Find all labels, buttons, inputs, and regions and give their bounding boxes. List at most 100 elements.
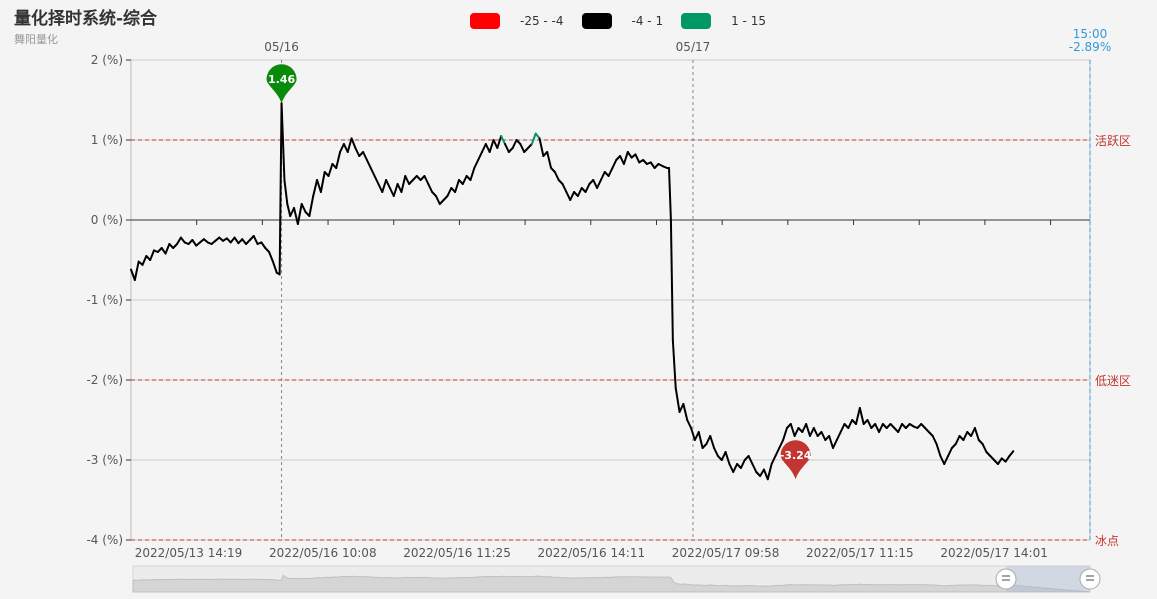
series-segment: [280, 102, 286, 181]
y-tick-label: 2 (%): [91, 53, 123, 67]
x-tick-label: 2022/05/13 14:19: [135, 546, 243, 560]
series-segment: [962, 431, 969, 441]
series-segment: [774, 447, 781, 457]
series-segment: [252, 235, 259, 245]
series-segment: [377, 183, 384, 193]
series-segment: [981, 443, 988, 453]
legend-label-green: 1 - 15: [731, 14, 766, 28]
zone-label: 活跃区: [1095, 134, 1131, 148]
mark-pin-max[interactable]: [266, 64, 297, 104]
series-segment: [296, 203, 303, 225]
series-segment: [576, 187, 583, 197]
series-segment: [855, 407, 861, 425]
series-segment: [611, 159, 618, 169]
page-title: 量化择时系统-综合: [14, 9, 158, 29]
series-segment: [400, 175, 407, 193]
series-segment: [739, 459, 746, 469]
series-segment: [511, 139, 518, 149]
series-segment: [801, 423, 808, 433]
series-segment: [622, 151, 629, 165]
series-segment: [260, 241, 267, 249]
series-segment: [747, 455, 754, 465]
series-segment: [300, 203, 307, 213]
x-tick-label: 2022/05/17 11:15: [806, 546, 914, 560]
x-tick-label: 2022/05/16 11:25: [403, 546, 511, 560]
y-tick-label: -4 (%): [86, 533, 123, 547]
zoom-handle-right[interactable]: [1079, 568, 1101, 590]
mark-pin-min[interactable]: [780, 440, 811, 480]
series-segment: [897, 423, 904, 433]
series-segment: [312, 179, 319, 197]
series-segment: [461, 175, 468, 185]
series-segment: [858, 407, 865, 425]
series-segment: [947, 447, 953, 457]
series-segment: [584, 183, 591, 193]
series-segment: [596, 179, 602, 189]
y-tick-label: -3 (%): [86, 453, 123, 467]
x-tick-label: 2022/05/17 14:01: [940, 546, 1048, 560]
series-segment: [141, 255, 148, 266]
series-segment: [278, 102, 283, 276]
series-segment: [724, 451, 731, 465]
legend-item-red[interactable]: -25 - -4: [470, 13, 564, 29]
data-zoom-window[interactable]: [1006, 566, 1090, 592]
series-segment: [996, 457, 1003, 465]
series-segment: [388, 187, 395, 197]
series-segment: [538, 137, 545, 157]
series-segment: [319, 171, 326, 193]
series-segment: [271, 260, 278, 274]
series-segment: [519, 143, 526, 153]
series-segment: [327, 163, 334, 177]
series-segment: [504, 143, 510, 153]
series-segment: [634, 153, 641, 164]
series-segment: [446, 187, 453, 197]
series-segment: [350, 137, 357, 149]
series-segment: [484, 143, 491, 153]
series-segment: [619, 155, 625, 165]
series-segment: [592, 179, 599, 189]
series-segment: [427, 183, 434, 193]
series-segment: [674, 387, 681, 413]
series-segment: [667, 167, 672, 221]
zone-label: 低迷区: [1095, 374, 1131, 388]
series-segment: [808, 427, 815, 437]
series-segment: [362, 151, 368, 161]
series-segment: [346, 137, 353, 153]
series-segment: [599, 171, 606, 181]
legend-swatch-red: [470, 13, 500, 29]
series-segment: [728, 463, 735, 473]
series-segment: [469, 167, 476, 181]
series-segment: [316, 179, 322, 193]
series-segment: [164, 243, 171, 255]
series-segment: [480, 143, 487, 153]
legend-item-green[interactable]: 1 - 15: [681, 13, 766, 29]
series-segment: [293, 207, 299, 225]
series-segment: [939, 455, 946, 465]
series-segment: [649, 161, 656, 169]
series-segment: [308, 195, 315, 217]
page-subtitle: 舞阳量化: [14, 33, 58, 46]
series-segment: [970, 427, 976, 437]
zoom-handle-left[interactable]: [995, 568, 1017, 590]
y-tick-label: -1 (%): [86, 293, 123, 307]
series-segment: [713, 447, 719, 457]
legend: -25 - -4 -4 - 1 1 - 15: [470, 13, 784, 29]
series-segment: [973, 427, 980, 441]
series-segment: [530, 132, 537, 145]
series-segment: [686, 419, 693, 429]
series-segment: [286, 203, 292, 217]
series-segment: [778, 439, 785, 449]
legend-label-black: -4 - 1: [631, 14, 664, 28]
series-segment: [671, 339, 677, 389]
series-segment: [335, 151, 342, 169]
series-segment: [339, 143, 345, 153]
series-segment: [488, 139, 495, 153]
end-marker-time: 15:00: [1073, 27, 1108, 41]
series-segment: [385, 179, 391, 189]
series-segment: [500, 135, 507, 145]
legend-item-black[interactable]: -4 - 1: [581, 13, 664, 29]
series-segment: [709, 435, 716, 449]
data-zoom-preview: [132, 574, 1091, 593]
series-segment: [354, 147, 361, 157]
